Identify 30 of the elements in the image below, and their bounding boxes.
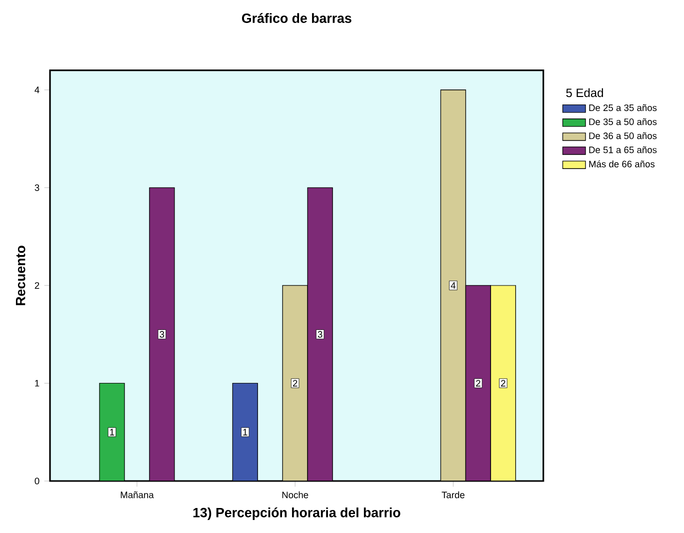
- legend-title: 5 Edad: [566, 88, 603, 98]
- y-tick-label: 4: [34, 86, 40, 94]
- x-tick-label: Tarde: [442, 491, 464, 498]
- data-label: 4: [450, 282, 456, 289]
- data-label: 1: [243, 428, 248, 436]
- data-label: 2: [476, 380, 480, 386]
- data-label: 3: [318, 331, 322, 338]
- y-tick-label: 3: [34, 184, 40, 191]
- legend-label: De 51 a 65 años: [589, 146, 657, 154]
- data-label: 2: [292, 380, 298, 386]
- data-label: 3: [160, 331, 164, 338]
- bar: [282, 285, 308, 481]
- data-label: 1: [110, 428, 114, 436]
- legend-label: De 35 a 50 años: [589, 118, 657, 126]
- data-label: 2: [501, 380, 506, 386]
- legend-label: De 36 a 50 años: [589, 132, 657, 140]
- legend-label: Más de 66 años: [589, 160, 655, 168]
- bar: [465, 285, 492, 481]
- bar: [307, 187, 333, 481]
- chart-title: Gráfico de barras: [242, 13, 352, 23]
- x-tick-label: Noche: [282, 491, 308, 498]
- y-axis-title: Recuento: [16, 246, 26, 306]
- legend-label: De 25 a 35 años: [589, 104, 657, 112]
- y-tick-label: 1: [35, 380, 40, 386]
- x-axis-title: 13) Percepción horaria del barrio: [193, 507, 400, 520]
- y-tick-label: 2: [34, 282, 40, 289]
- y-tick-label: 0: [34, 478, 40, 484]
- bar: [440, 90, 466, 481]
- x-tick-label: Mañana: [120, 491, 154, 498]
- bar: [149, 187, 175, 481]
